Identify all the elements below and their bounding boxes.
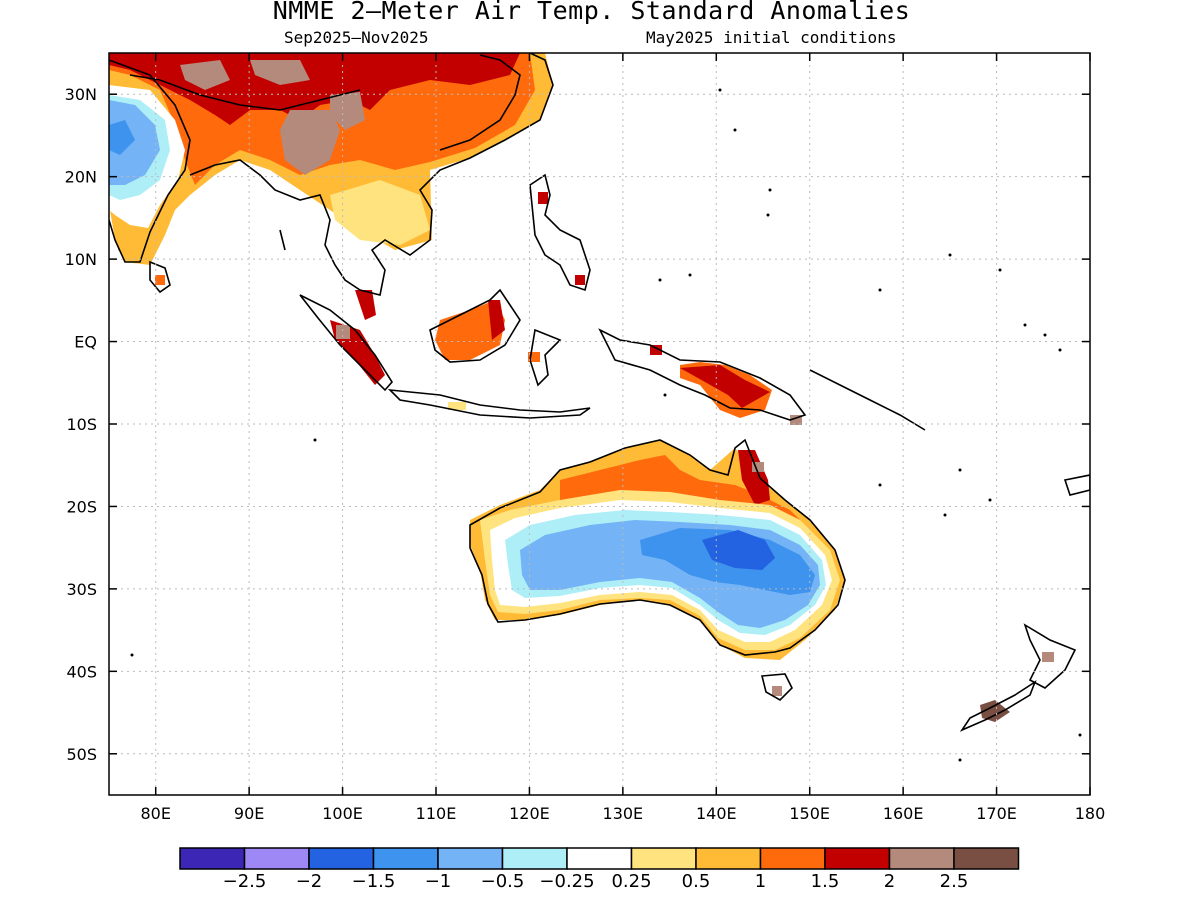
colorbar-swatch <box>437 847 504 870</box>
colorbar-label: 0.5 <box>681 871 711 892</box>
lon-label: 170E <box>976 804 1017 823</box>
lat-label: EQ <box>74 333 97 352</box>
lon-label: 80E <box>140 804 170 823</box>
colorbar-swatch <box>695 847 762 870</box>
colorbar-label: −2 <box>295 871 323 892</box>
lon-label: 180 <box>1075 804 1106 823</box>
colorbar-swatch <box>759 847 826 870</box>
colorbar-label: −0.25 <box>539 871 595 892</box>
lon-label: 140E <box>696 804 737 823</box>
lon-label: 110E <box>416 804 457 823</box>
colorbar-label: 2 <box>883 871 896 892</box>
colorbar-swatch <box>179 847 246 870</box>
lat-label: 10N <box>65 250 97 269</box>
lat-label: 30S <box>66 580 97 599</box>
colorbar-swatch <box>501 847 568 870</box>
colorbar <box>179 847 1020 870</box>
forecast-period: Sep2025–Nov2025 <box>284 28 429 47</box>
colorbar-swatch <box>953 847 1020 870</box>
lat-label: 20S <box>66 497 97 516</box>
colorbar-swatch <box>888 847 955 870</box>
anomaly-shading <box>109 53 1054 722</box>
lon-label: 100E <box>322 804 363 823</box>
colorbar-swatch <box>308 847 375 870</box>
lat-label: 10S <box>66 415 97 434</box>
map-title: NMME 2–Meter Air Temp. Standard Anomalie… <box>272 0 911 25</box>
colorbar-label: −0.5 <box>480 871 525 892</box>
small-islands <box>130 88 1082 762</box>
lon-label: 160E <box>883 804 924 823</box>
colorbar-label: 2.5 <box>939 871 969 892</box>
colorbar-swatch <box>243 847 310 870</box>
colorbar-label: −1 <box>424 871 452 892</box>
colorbar-label: −2.5 <box>222 871 267 892</box>
colorbar-swatch <box>372 847 439 870</box>
graticule <box>109 53 1091 795</box>
colorbar-label: 0.25 <box>611 871 652 892</box>
colorbar-swatch <box>824 847 891 870</box>
lon-label: 90E <box>234 804 264 823</box>
lat-label: 50S <box>66 745 97 764</box>
colorbar-label: 1 <box>754 871 767 892</box>
lat-label: 20N <box>65 168 97 187</box>
lon-label: 120E <box>509 804 550 823</box>
colorbar-label: 1.5 <box>810 871 840 892</box>
lat-label: 30N <box>65 85 97 104</box>
lon-label: 150E <box>789 804 830 823</box>
initial-conditions: May2025 initial conditions <box>646 28 897 47</box>
lon-label: 130E <box>603 804 644 823</box>
coastlines <box>109 53 1090 732</box>
colorbar-swatch <box>566 847 633 870</box>
lat-label: 40S <box>66 662 97 681</box>
colorbar-swatch <box>630 847 697 870</box>
colorbar-label: −1.5 <box>351 871 396 892</box>
